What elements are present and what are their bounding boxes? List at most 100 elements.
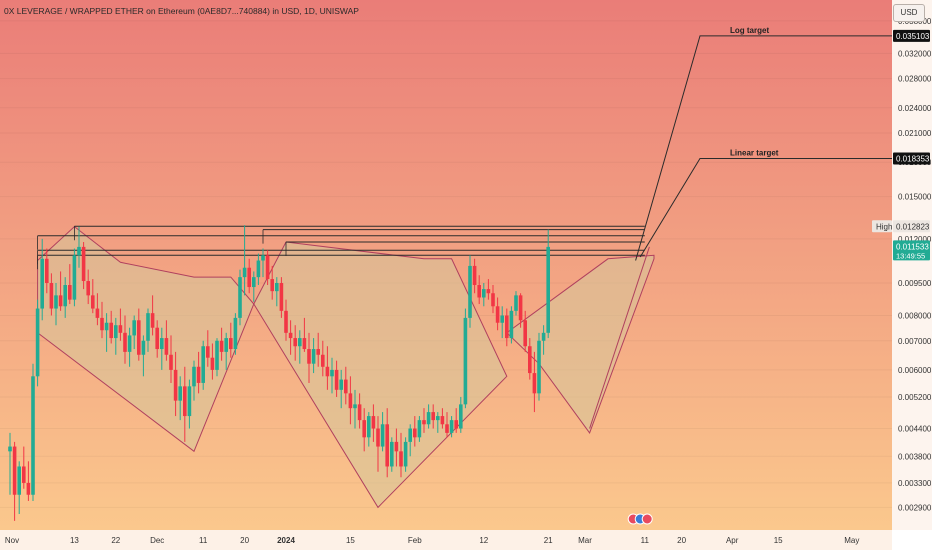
candle: [91, 279, 95, 314]
candle: [311, 338, 316, 374]
candle-body: [390, 441, 394, 467]
candle-body: [35, 308, 40, 377]
candle: [141, 335, 146, 377]
candle-body: [541, 332, 546, 341]
candle-body: [256, 260, 261, 278]
y-tick-label: 0.003800: [898, 452, 932, 461]
candle: [123, 315, 127, 364]
candle-body: [279, 283, 284, 311]
candle: [436, 412, 440, 433]
candle-body: [472, 265, 477, 286]
candle: [183, 366, 187, 442]
candle: [362, 408, 366, 452]
candle-body: [445, 424, 449, 433]
candle-body: [155, 327, 159, 350]
candle: [422, 408, 426, 433]
candle-body: [362, 420, 366, 438]
candle-body: [275, 283, 279, 292]
candle-body: [114, 325, 118, 339]
candle: [100, 301, 104, 339]
candle: [219, 327, 224, 361]
y-tick-label: 0.015000: [898, 193, 932, 202]
candle: [325, 346, 330, 390]
candle: [495, 297, 500, 331]
y-tick-label: 0.002900: [898, 503, 932, 512]
candle-body: [417, 420, 422, 438]
candle-body: [440, 416, 445, 425]
candle: [491, 285, 495, 314]
event-markers[interactable]: [627, 513, 653, 525]
candle: [344, 366, 348, 405]
candle-body: [40, 258, 44, 309]
candle: [417, 416, 422, 442]
candle-body: [146, 313, 150, 341]
y-tick-label: 0.021000: [898, 129, 932, 138]
candle-body: [196, 366, 201, 383]
candle-body: [491, 293, 495, 307]
candle: [518, 293, 523, 328]
candle: [380, 412, 385, 452]
currency-button[interactable]: USD: [893, 4, 925, 22]
x-tick-label: 12: [479, 536, 488, 545]
candle: [298, 330, 302, 364]
x-tick-label: Dec: [150, 536, 164, 545]
candle: [118, 308, 123, 341]
candle: [445, 412, 449, 438]
candle: [431, 404, 435, 429]
candle-body: [137, 320, 141, 355]
x-tick-label: 13: [70, 536, 79, 545]
candle-body: [468, 265, 472, 318]
candle-body: [270, 279, 274, 292]
candle-body: [183, 386, 187, 417]
candle-body: [399, 451, 403, 467]
candle-body: [224, 338, 228, 352]
chart-title: 0X LEVERAGE / WRAPPED ETHER on Ethereum …: [4, 6, 359, 16]
candle-body: [537, 340, 541, 394]
candle-body: [169, 354, 173, 370]
candle: [505, 308, 509, 347]
candle-body: [288, 332, 293, 339]
high-label-bg: [872, 220, 892, 233]
candle: [164, 320, 169, 361]
candle: [68, 264, 72, 305]
candle: [500, 306, 504, 339]
candle-body: [86, 281, 90, 296]
candle-body: [201, 346, 205, 383]
x-tick-label: Apr: [726, 536, 739, 545]
time-axis-panel: [0, 530, 892, 550]
candle-body: [482, 289, 486, 298]
candle: [353, 389, 357, 429]
candle-body: [104, 322, 109, 331]
candle-body: [353, 404, 357, 409]
event-marker-icon: [641, 513, 653, 525]
x-tick-label: 22: [111, 536, 120, 545]
time-axis[interactable]: Nov 13 22 Dec 11 20 2024 15 Feb 12 21 Mar 11 20 Apr 15 M…: [5, 536, 859, 545]
candle: [275, 277, 279, 307]
candle: [77, 226, 81, 268]
y-tick-label: 0.005200: [898, 393, 932, 402]
candle: [81, 242, 86, 290]
candle: [376, 416, 380, 472]
candle: [12, 441, 17, 521]
candle: [8, 432, 12, 495]
candle-body: [238, 277, 242, 318]
log-target-line: [635, 35, 892, 261]
candle: [58, 271, 63, 311]
candle-body: [219, 340, 224, 352]
price-badges: 0.035103 0.018353 0.012823 High 0.01153313:4…: [872, 29, 930, 261]
candle: [541, 325, 546, 355]
candle-body: [206, 346, 210, 358]
last-price-badge-countdown: 13:49:55: [896, 251, 925, 260]
candle: [261, 248, 265, 278]
candle: [321, 340, 325, 377]
candle: [426, 404, 431, 429]
candle: [229, 322, 233, 358]
resistance-levels: [37, 225, 645, 270]
candle-body: [505, 315, 509, 339]
candle: [187, 379, 192, 429]
candle-body: [486, 289, 491, 294]
candle-body: [132, 320, 136, 336]
annotation-label: Linear target: [730, 149, 779, 158]
candle: [224, 332, 228, 370]
candle-body: [192, 366, 196, 387]
